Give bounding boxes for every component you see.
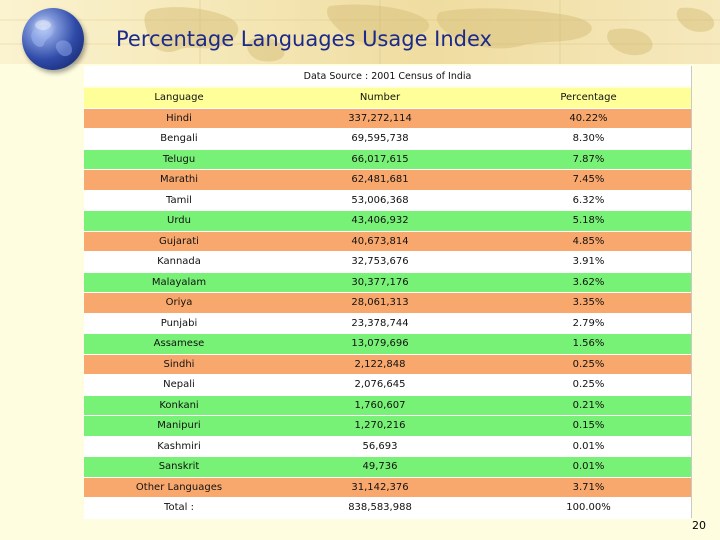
table-row: Sanskrit 49,736 0.01% bbox=[84, 457, 691, 478]
percentage-cell: 5.18% bbox=[486, 211, 691, 232]
language-cell: Assamese bbox=[84, 334, 274, 355]
number-cell: 838,583,988 bbox=[274, 498, 486, 519]
percentage-cell: 0.25% bbox=[486, 354, 691, 375]
table-row: Assamese 13,079,696 1.56% bbox=[84, 334, 691, 355]
language-cell: Gujarati bbox=[84, 231, 274, 252]
language-cell: Kashmiri bbox=[84, 436, 274, 457]
table-row: Malayalam 30,377,176 3.62% bbox=[84, 272, 691, 293]
table-row: Telugu 66,017,615 7.87% bbox=[84, 149, 691, 170]
percentage-cell: 0.01% bbox=[486, 457, 691, 478]
number-cell: 337,272,114 bbox=[274, 108, 486, 129]
percentage-cell: 4.85% bbox=[486, 231, 691, 252]
language-cell: Kannada bbox=[84, 252, 274, 273]
table-row: Konkani 1,760,607 0.21% bbox=[84, 395, 691, 416]
data-source-row: Data Source : 2001 Census of India bbox=[84, 66, 691, 88]
percentage-cell: 0.25% bbox=[486, 375, 691, 396]
percentage-cell: 2.79% bbox=[486, 313, 691, 334]
page-title: Percentage Languages Usage Index bbox=[116, 27, 492, 51]
percentage-cell: 0.21% bbox=[486, 395, 691, 416]
table-row: Tamil 53,006,368 6.32% bbox=[84, 190, 691, 211]
table-row: Urdu 43,406,932 5.18% bbox=[84, 211, 691, 232]
number-cell: 66,017,615 bbox=[274, 149, 486, 170]
percentage-cell: 7.45% bbox=[486, 170, 691, 191]
language-cell: Hindi bbox=[84, 108, 274, 129]
data-source-caption: Data Source : 2001 Census of India bbox=[84, 66, 691, 88]
number-cell: 30,377,176 bbox=[274, 272, 486, 293]
table-row: Sindhi 2,122,848 0.25% bbox=[84, 354, 691, 375]
table-row: Nepali 2,076,645 0.25% bbox=[84, 375, 691, 396]
language-cell: Urdu bbox=[84, 211, 274, 232]
language-cell: Marathi bbox=[84, 170, 274, 191]
world-map-banner bbox=[0, 0, 720, 64]
number-cell: 53,006,368 bbox=[274, 190, 486, 211]
number-cell: 43,406,932 bbox=[274, 211, 486, 232]
table-row: Other Languages 31,142,376 3.71% bbox=[84, 477, 691, 498]
column-header-language: Language bbox=[84, 88, 274, 109]
number-cell: 69,595,738 bbox=[274, 129, 486, 150]
language-cell: Other Languages bbox=[84, 477, 274, 498]
language-cell: Manipuri bbox=[84, 416, 274, 437]
language-cell: Sindhi bbox=[84, 354, 274, 375]
column-header-percentage: Percentage bbox=[486, 88, 691, 109]
percentage-cell: 6.32% bbox=[486, 190, 691, 211]
percentage-cell: 0.01% bbox=[486, 436, 691, 457]
number-cell: 23,378,744 bbox=[274, 313, 486, 334]
number-cell: 2,076,645 bbox=[274, 375, 486, 396]
percentage-cell: 1.56% bbox=[486, 334, 691, 355]
percentage-cell: 100.00% bbox=[486, 498, 691, 519]
number-cell: 1,760,607 bbox=[274, 395, 486, 416]
language-cell: Punjabi bbox=[84, 313, 274, 334]
percentage-cell: 7.87% bbox=[486, 149, 691, 170]
number-cell: 62,481,681 bbox=[274, 170, 486, 191]
table-row: Total :838,583,988 100.00% bbox=[84, 498, 691, 519]
percentage-cell: 40.22% bbox=[486, 108, 691, 129]
number-cell: 31,142,376 bbox=[274, 477, 486, 498]
globe-icon bbox=[22, 8, 84, 70]
number-cell: 2,122,848 bbox=[274, 354, 486, 375]
percentage-cell: 3.91% bbox=[486, 252, 691, 273]
percentage-cell: 0.15% bbox=[486, 416, 691, 437]
percentage-cell: 3.71% bbox=[486, 477, 691, 498]
language-cell: Tamil bbox=[84, 190, 274, 211]
percentage-cell: 3.62% bbox=[486, 272, 691, 293]
language-cell: Oriya bbox=[84, 293, 274, 314]
number-cell: 40,673,814 bbox=[274, 231, 486, 252]
table-row: Kashmiri 56,693 0.01% bbox=[84, 436, 691, 457]
table-row: Hindi 337,272,114 40.22% bbox=[84, 108, 691, 129]
table-row: Manipuri 1,270,216 0.15% bbox=[84, 416, 691, 437]
table-header-row: Language Number Percentage bbox=[84, 88, 691, 109]
table-row: Bengali 69,595,738 8.30% bbox=[84, 129, 691, 150]
number-cell: 32,753,676 bbox=[274, 252, 486, 273]
number-cell: 13,079,696 bbox=[274, 334, 486, 355]
language-usage-table: Data Source : 2001 Census of India Langu… bbox=[84, 66, 691, 519]
percentage-cell: 8.30% bbox=[486, 129, 691, 150]
table-row: Gujarati 40,673,814 4.85% bbox=[84, 231, 691, 252]
table-row: Punjabi 23,378,744 2.79% bbox=[84, 313, 691, 334]
language-cell: Malayalam bbox=[84, 272, 274, 293]
percentage-cell: 3.35% bbox=[486, 293, 691, 314]
language-cell: Total : bbox=[84, 498, 274, 519]
language-cell: Nepali bbox=[84, 375, 274, 396]
language-cell: Sanskrit bbox=[84, 457, 274, 478]
language-cell: Bengali bbox=[84, 129, 274, 150]
table-row: Oriya 28,061,313 3.35% bbox=[84, 293, 691, 314]
table-row: Marathi 62,481,681 7.45% bbox=[84, 170, 691, 191]
number-cell: 49,736 bbox=[274, 457, 486, 478]
language-cell: Telugu bbox=[84, 149, 274, 170]
language-cell: Konkani bbox=[84, 395, 274, 416]
column-header-number: Number bbox=[274, 88, 486, 109]
page-number: 20 bbox=[692, 519, 706, 532]
number-cell: 1,270,216 bbox=[274, 416, 486, 437]
number-cell: 28,061,313 bbox=[274, 293, 486, 314]
table-row: Kannada 32,753,676 3.91% bbox=[84, 252, 691, 273]
number-cell: 56,693 bbox=[274, 436, 486, 457]
